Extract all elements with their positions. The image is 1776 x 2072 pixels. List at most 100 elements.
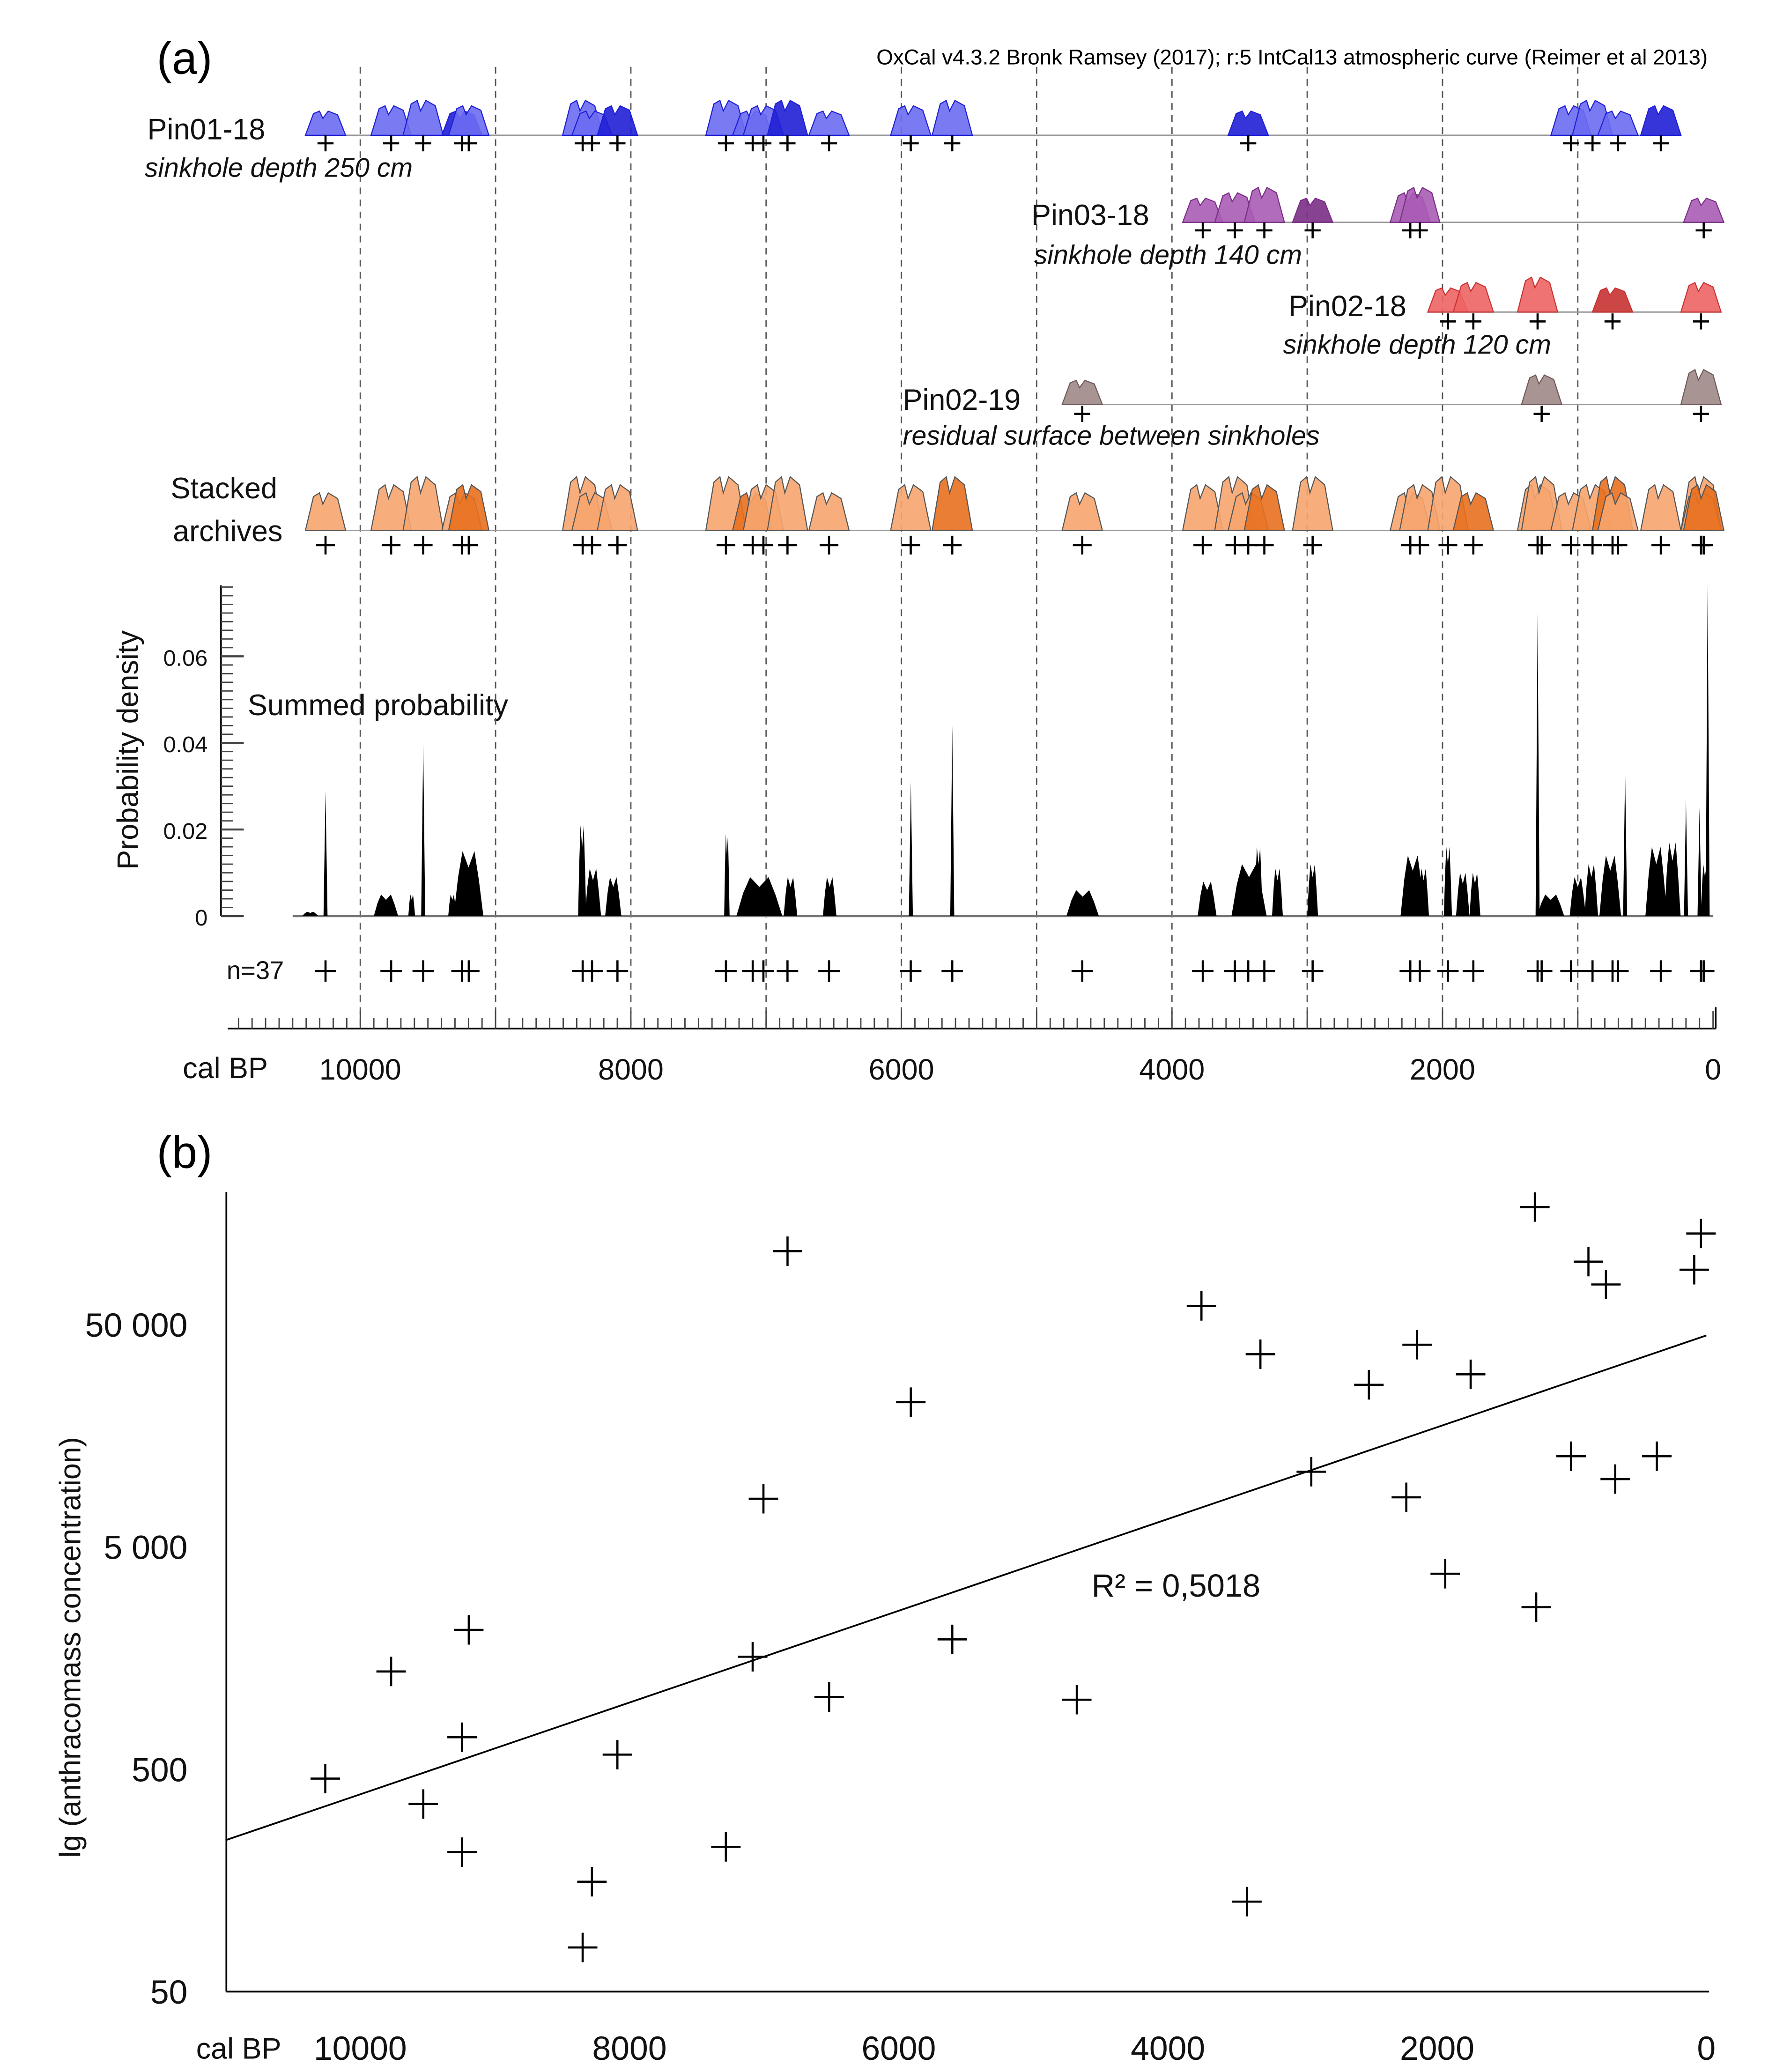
probability-distribution xyxy=(1680,281,1722,313)
summed-date-marker xyxy=(607,960,629,982)
oxcal-header: OxCal v4.3.2 Bronk Ramsey (2017); r:5 In… xyxy=(876,45,1708,69)
date-marker xyxy=(1604,313,1621,330)
stacked-distribution xyxy=(304,492,347,531)
stacked-date-marker xyxy=(901,535,920,555)
summed-probability-peak xyxy=(1254,847,1263,917)
summed-date-marker xyxy=(941,960,963,982)
scatter-point xyxy=(1591,1270,1621,1299)
stacked-distribution xyxy=(767,475,808,531)
date-marker xyxy=(584,135,600,152)
date-marker xyxy=(1563,135,1579,152)
summed-probability-peak xyxy=(909,782,913,917)
summed-date-marker xyxy=(458,960,480,982)
probability-distribution xyxy=(1521,374,1563,405)
scatter-point xyxy=(1600,1464,1630,1494)
stacked-distribution xyxy=(1061,492,1103,531)
summed-probability-peak xyxy=(1537,894,1564,917)
summed-probability-peak xyxy=(448,894,457,917)
scatter-point xyxy=(1354,1370,1384,1400)
date-marker xyxy=(1529,313,1546,330)
scatter-point xyxy=(1186,1291,1216,1321)
scatter-point xyxy=(1232,1887,1262,1917)
date-marker xyxy=(821,135,837,152)
stacked-date-marker xyxy=(1303,535,1322,555)
date-marker xyxy=(1693,406,1709,422)
summed-probability-peak xyxy=(1684,799,1688,917)
stacked-distribution xyxy=(1452,492,1495,531)
y-tick-label: 0.06 xyxy=(163,645,208,671)
probability-distribution xyxy=(767,99,808,136)
summed-probability-peak xyxy=(374,894,399,917)
stacked-date-marker xyxy=(716,535,735,555)
stacked-date-marker xyxy=(1532,535,1551,555)
summed-probability-peak xyxy=(585,868,601,917)
y-tick-label: 50 xyxy=(150,1974,188,2011)
summed-probability-peak xyxy=(1443,847,1452,917)
summed-probability-peak xyxy=(950,725,955,917)
summed-probability-peak xyxy=(453,851,484,917)
probability-distribution xyxy=(1061,379,1103,405)
y-tick-label: 0 xyxy=(195,905,207,931)
probability-distribution xyxy=(448,105,490,136)
summed-date-marker xyxy=(315,960,336,982)
scatter-point xyxy=(577,1867,607,1897)
summed-probability-peak xyxy=(1456,873,1470,917)
date-marker xyxy=(317,135,334,152)
summed-date-marker xyxy=(777,960,799,982)
probability-distribution xyxy=(1683,197,1725,223)
archive-name: Pin02-18 xyxy=(1288,290,1406,323)
date-marker xyxy=(1194,222,1211,239)
date-marker xyxy=(1610,135,1626,152)
scatter-point xyxy=(1430,1559,1460,1589)
probability-distribution xyxy=(304,110,347,136)
summed-date-marker xyxy=(900,960,922,982)
summed-probability-peak xyxy=(1645,847,1667,917)
probability-distribution xyxy=(1680,369,1722,405)
probability-distribution xyxy=(1292,197,1334,223)
stacked-date-marker xyxy=(1464,535,1483,555)
stacked-date-marker xyxy=(778,535,797,555)
scatter-point xyxy=(602,1739,632,1769)
summed-probability-peak xyxy=(1705,583,1710,917)
summed-date-marker xyxy=(1437,960,1459,982)
summed-probability-peak xyxy=(1664,842,1681,917)
summed-date-marker xyxy=(1531,960,1553,982)
archive-name: Pin02-19 xyxy=(903,384,1021,416)
archive-description: residual surface between sinkholes xyxy=(903,421,1319,451)
x-tick-label: 6000 xyxy=(861,2030,936,2067)
probability-distribution xyxy=(402,99,444,136)
summed-probability-peak xyxy=(1469,873,1480,917)
date-marker xyxy=(1074,406,1090,422)
summed-probability-peak xyxy=(1584,864,1598,917)
stacked-distribution xyxy=(890,484,932,531)
summed-probability-peak xyxy=(1569,877,1586,917)
r-squared-annotation: R² = 0,5018 xyxy=(1092,1568,1261,1604)
archive-row-pin01-18: Pin01-18 sinkhole depth 250 cm xyxy=(145,99,1682,183)
scatter-point xyxy=(1521,1592,1551,1622)
stacked-date-marker xyxy=(1073,535,1092,555)
stacked-distribution xyxy=(808,492,850,531)
stacked-date-marker xyxy=(1239,535,1258,555)
date-marker xyxy=(1440,313,1456,330)
archive-row-pin02-18: Pin02-18 sinkhole depth 120 cm xyxy=(1283,276,1722,360)
probability-distribution xyxy=(1640,105,1682,136)
summed-probability-peak xyxy=(408,894,415,917)
panel-b-label: (b) xyxy=(157,1127,213,1178)
scatter-point xyxy=(1574,1247,1603,1277)
date-marker xyxy=(1652,135,1669,152)
summed-probability-peak xyxy=(1272,868,1283,917)
summed-probability-peak xyxy=(1307,864,1318,917)
stacked-distribution xyxy=(1683,484,1724,531)
archive-description: sinkhole depth 140 cm xyxy=(1034,240,1302,270)
summed-probability-peak xyxy=(605,877,622,917)
panel-a-label: (a) xyxy=(157,32,213,83)
x-tick-label: 2000 xyxy=(1410,1053,1475,1086)
stacked-date-marker xyxy=(1608,535,1628,555)
x-tick-label: 10000 xyxy=(319,1053,401,1086)
x-tick-label: 6000 xyxy=(869,1053,934,1086)
y-tick-label: 500 xyxy=(132,1751,187,1789)
scatter-point xyxy=(814,1682,844,1712)
date-marker xyxy=(1533,406,1550,422)
date-marker xyxy=(415,135,431,152)
